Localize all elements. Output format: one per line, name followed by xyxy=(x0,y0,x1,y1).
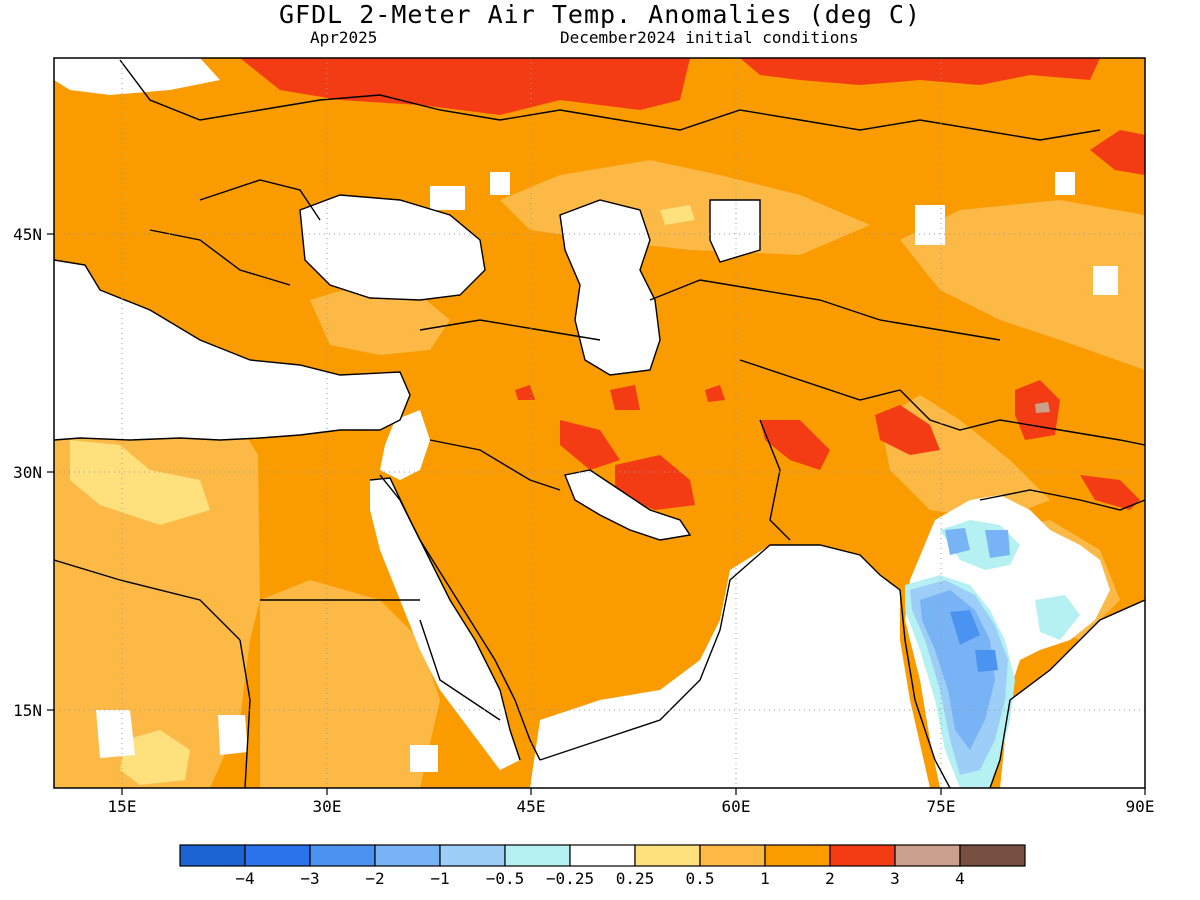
colorbar-label: 1 xyxy=(760,869,770,888)
colorbar-swatch xyxy=(894,844,961,867)
colorbar-swatch xyxy=(179,844,246,867)
anomaly-2-3-regions xyxy=(240,58,1145,510)
colorbar xyxy=(179,844,1026,867)
colorbar-swatch xyxy=(244,844,311,867)
colorbar-swatch xyxy=(569,844,636,867)
colorbar-label: 0.25 xyxy=(615,869,655,888)
anomaly-near-zero-regions xyxy=(54,58,1145,788)
forecast-month: Apr2025 xyxy=(310,28,378,47)
anomaly-0.25-0.5-regions xyxy=(70,205,695,785)
gridlines xyxy=(54,58,1145,788)
x-tick-30e: 30E xyxy=(313,797,342,816)
map-frame xyxy=(53,57,1146,789)
anomaly-3-4-region xyxy=(1035,402,1050,413)
colorbar-label: 2 xyxy=(825,869,835,888)
colorbar-label: −1 xyxy=(430,869,450,888)
colorbar-label: 3 xyxy=(890,869,900,888)
colorbar-label: 4 xyxy=(955,869,965,888)
map-title: GFDL 2-Meter Air Temp. Anomalies (deg C) xyxy=(278,0,922,29)
colorbar-label: 0.5 xyxy=(685,869,715,888)
x-tick-45e: 45E xyxy=(517,797,546,816)
colorbar-label: −4 xyxy=(235,869,255,888)
axis-ticks xyxy=(47,233,1146,795)
x-tick-15e: 15E xyxy=(108,797,137,816)
colorbar-label: −0.25 xyxy=(545,869,595,888)
colorbar-swatch xyxy=(699,844,766,867)
colorbar-label: −0.5 xyxy=(485,869,525,888)
colorbar-swatch xyxy=(634,844,701,867)
anomaly-field xyxy=(54,58,1145,788)
y-tick-15n: 15N xyxy=(13,701,42,720)
y-tick-30n: 30N xyxy=(13,463,42,482)
initial-conditions: December2024 initial conditions xyxy=(560,28,859,47)
x-tick-60e: 60E xyxy=(722,797,751,816)
colorbar-swatch xyxy=(959,844,1026,867)
y-tick-45n: 45N xyxy=(13,225,42,244)
colorbar-label: −2 xyxy=(365,869,385,888)
colorbar-swatch xyxy=(829,844,896,867)
colorbar-swatch xyxy=(309,844,376,867)
colorbar-label: −3 xyxy=(300,869,320,888)
x-tick-90e: 90E xyxy=(1126,797,1155,816)
colorbar-swatch xyxy=(504,844,571,867)
x-tick-75e: 75E xyxy=(927,797,956,816)
anomaly-negative-regions xyxy=(905,520,1080,788)
colorbar-swatch xyxy=(374,844,441,867)
colorbar-swatch xyxy=(764,844,831,867)
colorbar-swatch xyxy=(439,844,506,867)
